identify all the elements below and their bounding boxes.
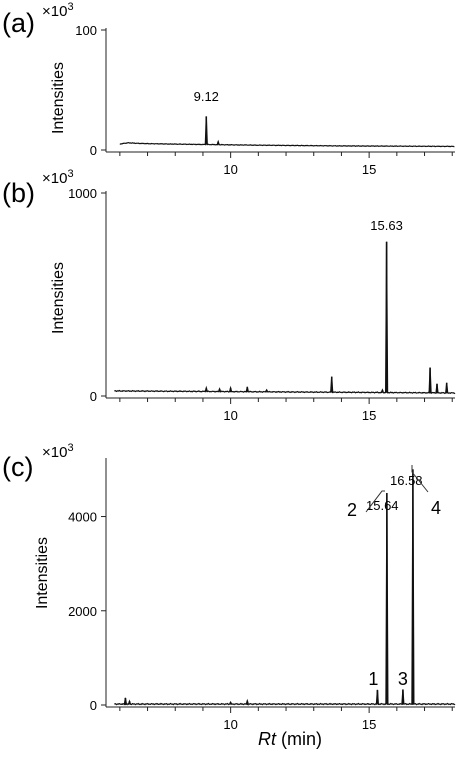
chromatogram-trace [114,469,456,706]
y-multiplier-exponent: 3 [67,442,73,454]
panel-letter: (a) [2,8,35,38]
y-multiplier-exponent: 3 [67,1,73,13]
leader-line [411,465,429,493]
peak-number: 3 [398,669,408,689]
chromatogram-trace [119,116,455,148]
y-axis-label: Intensities [50,262,67,334]
leader-line [365,490,385,513]
y-tick-label: 0 [90,698,97,713]
y-tick-label: 1000 [68,186,97,201]
y-multiplier-base: ×10 [42,170,67,187]
y-axis-label: Intensities [34,537,51,609]
peak-number: 1 [368,669,378,689]
peak-label: 9.12 [194,89,219,104]
x-axis-label: Rt (min) [258,729,322,749]
x-tick-label: 10 [223,162,237,177]
y-tick-label: 2000 [68,604,97,619]
panel-letter: (c) [2,452,33,482]
x-tick-label: 10 [223,408,237,423]
y-multiplier: ×103 [42,1,74,20]
y-multiplier-base: ×10 [42,444,67,461]
y-multiplier-exponent: 3 [67,168,73,180]
y-tick-label: 0 [90,389,97,404]
y-tick-label: 4000 [68,510,97,525]
y-axis-label: Intensities [50,62,67,134]
x-axis-label-italic: Rt [258,729,277,749]
panel-letter: (b) [2,178,35,208]
y-multiplier: ×103 [42,168,74,187]
y-tick-label: 0 [90,143,97,158]
peak-number: 2 [347,500,357,520]
y-multiplier-base: ×10 [42,3,67,20]
chart-panel-b: (b) ×103 Intensities 10 15 0 1000 15.63 [2,168,456,423]
x-axis-label-unit: (min) [276,729,322,749]
y-multiplier: ×103 [42,442,74,461]
chromatogram-trace [114,241,456,395]
x-tick-label: 15 [362,162,376,177]
y-tick-label: 100 [75,23,97,38]
x-tick-label: 15 [362,717,376,732]
x-tick-label: 15 [362,408,376,423]
peak-number: 4 [431,498,441,518]
peak-label: 15.63 [370,218,403,233]
peak-label: 16.58 [390,473,423,488]
x-tick-label: 10 [223,717,237,732]
